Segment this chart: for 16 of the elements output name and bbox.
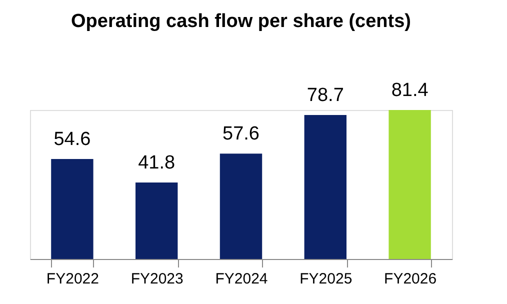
bar bbox=[304, 114, 346, 259]
bar bbox=[136, 182, 178, 259]
x-tick-label: FY2022 bbox=[46, 270, 99, 288]
data-label: 57.6 bbox=[222, 124, 260, 145]
x-tick-label: FY2024 bbox=[215, 270, 268, 288]
x-tick-label: FY2026 bbox=[384, 270, 437, 288]
data-label: 41.8 bbox=[138, 152, 176, 174]
bar bbox=[220, 154, 262, 259]
x-tick-label: FY2025 bbox=[300, 270, 352, 288]
x-tick-label: FY2023 bbox=[130, 270, 184, 288]
bar bbox=[388, 110, 431, 259]
data-label: 78.7 bbox=[306, 84, 344, 106]
chart-title: Operating cash flow per share (cents) bbox=[71, 11, 411, 32]
data-label: 81.4 bbox=[391, 80, 429, 101]
data-label: 54.6 bbox=[54, 129, 91, 150]
bar bbox=[51, 159, 94, 259]
